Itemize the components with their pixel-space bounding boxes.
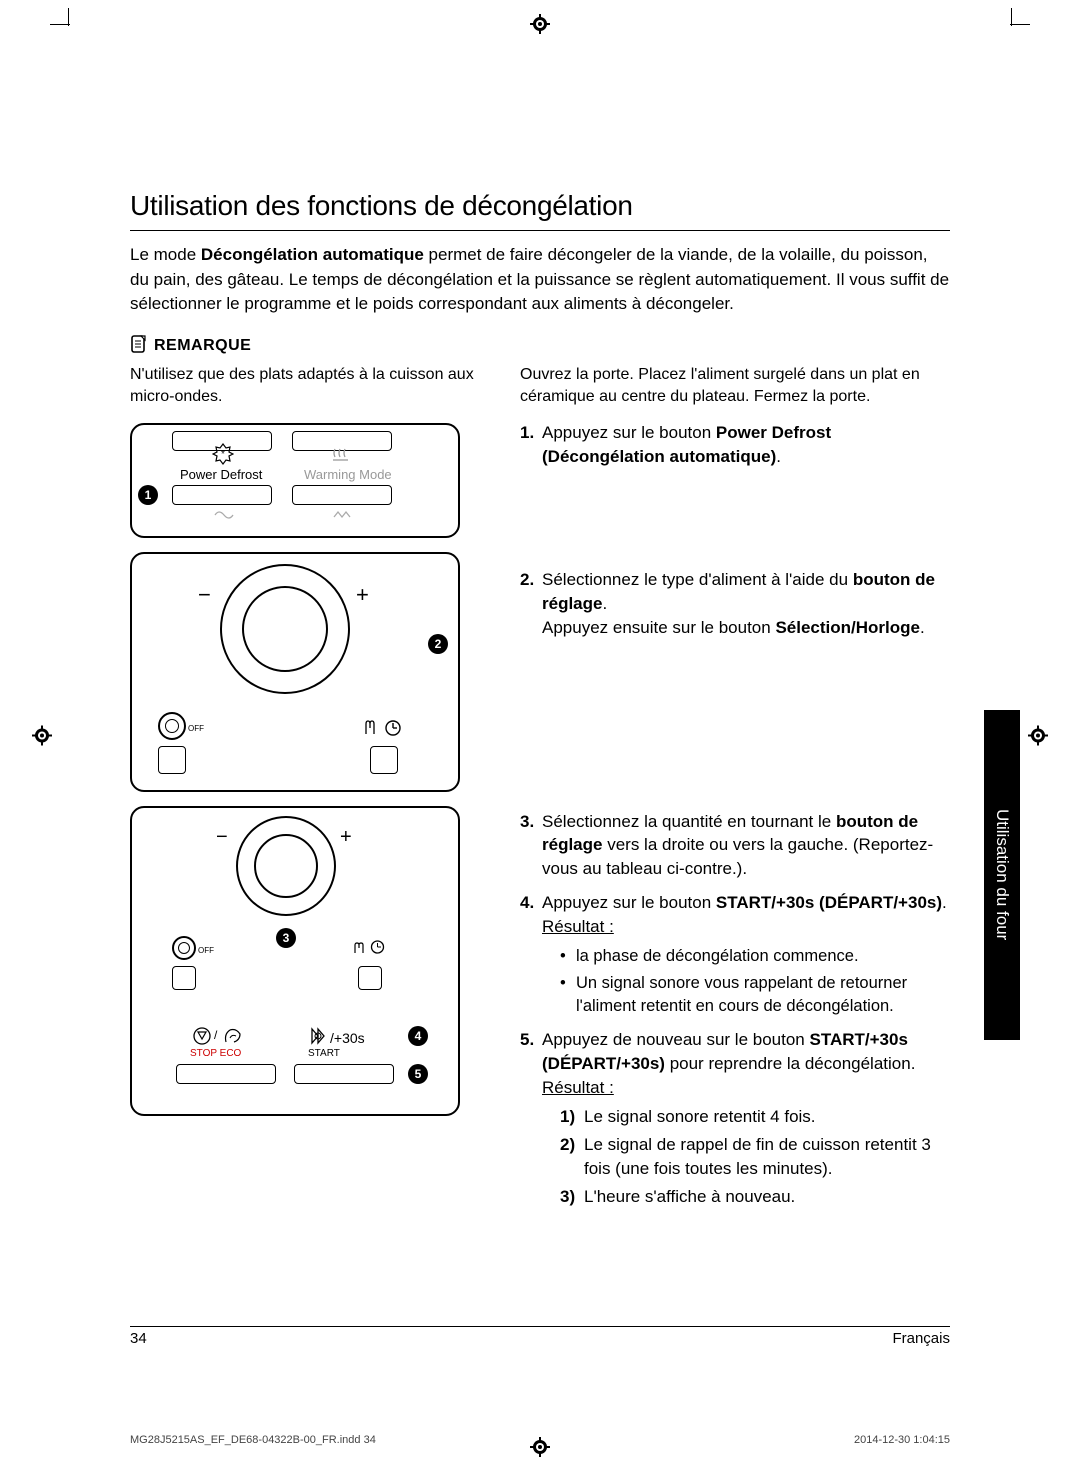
clock-icon — [384, 718, 402, 739]
plus30s-label: /+30s — [330, 1030, 365, 1046]
imprint-timestamp: 2014-12-30 1:04:15 — [854, 1434, 950, 1446]
crop-mark — [68, 8, 69, 26]
step-1: 1. Appuyez sur le bouton Power Defrost (… — [520, 421, 950, 469]
eco-icon — [222, 1026, 244, 1049]
stop-icon — [192, 1026, 212, 1049]
language-label: Français — [892, 1330, 950, 1347]
step-4: 4.Appuyez sur le bouton START/+30s (DÉPA… — [520, 891, 950, 1018]
crop-mark — [1011, 8, 1012, 26]
start-label: START — [308, 1048, 340, 1059]
callout-3: 3 — [276, 928, 296, 948]
right-intro: Ouvrez la porte. Placez l'aliment surgel… — [520, 364, 950, 409]
remarque-heading: REMARQUE — [130, 335, 950, 358]
step-4-bullet: •Un signal sonore vous rappelant de reto… — [560, 972, 950, 1018]
right-column: Ouvrez la porte. Placez l'aliment surgel… — [520, 364, 950, 1219]
step-3: 3. Sélectionnez la quantité en tournant … — [520, 810, 950, 881]
side-tab: Utilisation du four — [984, 710, 1020, 1040]
hand-icon — [360, 716, 380, 739]
step-5-item: 3)L'heure s'affiche à nouveau. — [560, 1185, 950, 1209]
remarque-text: N'utilisez que des plats adaptés à la cu… — [130, 364, 490, 409]
stop-eco-label: STOP ECO — [190, 1048, 241, 1059]
clock-icon — [370, 939, 385, 957]
footer-rule — [130, 1326, 950, 1327]
left-column: N'utilisez que des plats adaptés à la cu… — [130, 364, 490, 1219]
control-panel-diagram-1: * Power Defrost Warming Mode 1 — [130, 423, 460, 538]
remarque-label: REMARQUE — [154, 337, 251, 355]
registration-mark-icon — [1028, 726, 1048, 751]
intro-paragraph: Le mode Décongélation automatique permet… — [130, 243, 950, 317]
power-defrost-label: Power Defrost — [180, 467, 262, 482]
note-icon — [130, 335, 148, 358]
registration-mark-icon — [32, 726, 52, 751]
page-body: Utilisation des fonctions de décongélati… — [130, 190, 950, 1219]
svg-text:*: * — [221, 449, 225, 460]
step-2: 2. Sélectionnez le type d'aliment à l'ai… — [520, 568, 950, 639]
warming-mode-label: Warming Mode — [304, 467, 392, 482]
crop-mark — [1010, 24, 1030, 25]
page-number: 34 — [130, 1330, 147, 1347]
step-5: 5.Appuyez de nouveau sur le bouton START… — [520, 1028, 950, 1209]
callout-1: 1 — [138, 485, 158, 505]
crop-mark — [50, 24, 70, 25]
wave-icon — [332, 509, 352, 524]
step-4-bullet: •la phase de décongélation commence. — [560, 945, 950, 968]
registration-mark-icon — [530, 1437, 550, 1462]
callout-4: 4 — [408, 1026, 428, 1046]
step-5-item: 2)Le signal de rappel de fin de cuisson … — [560, 1133, 950, 1181]
step-5-item: 1)Le signal sonore retentit 4 fois. — [560, 1105, 950, 1129]
start-icon — [308, 1026, 328, 1049]
page-title: Utilisation des fonctions de décongélati… — [130, 190, 950, 231]
warm-icon — [332, 447, 350, 466]
imprint-file: MG28J5215AS_EF_DE68-04322B-00_FR.indd 34 — [130, 1434, 376, 1446]
wave-icon — [214, 509, 234, 524]
control-panel-diagram-3: − + 3 OFF / — [130, 806, 460, 1116]
callout-2: 2 — [428, 634, 448, 654]
off-label: OFF — [188, 724, 204, 733]
defrost-icon: * — [212, 443, 234, 468]
callout-5: 5 — [408, 1064, 428, 1084]
control-panel-diagram-2: − + OFF 2 — [130, 552, 460, 792]
hand-icon — [350, 938, 366, 957]
registration-mark-icon — [530, 14, 550, 39]
